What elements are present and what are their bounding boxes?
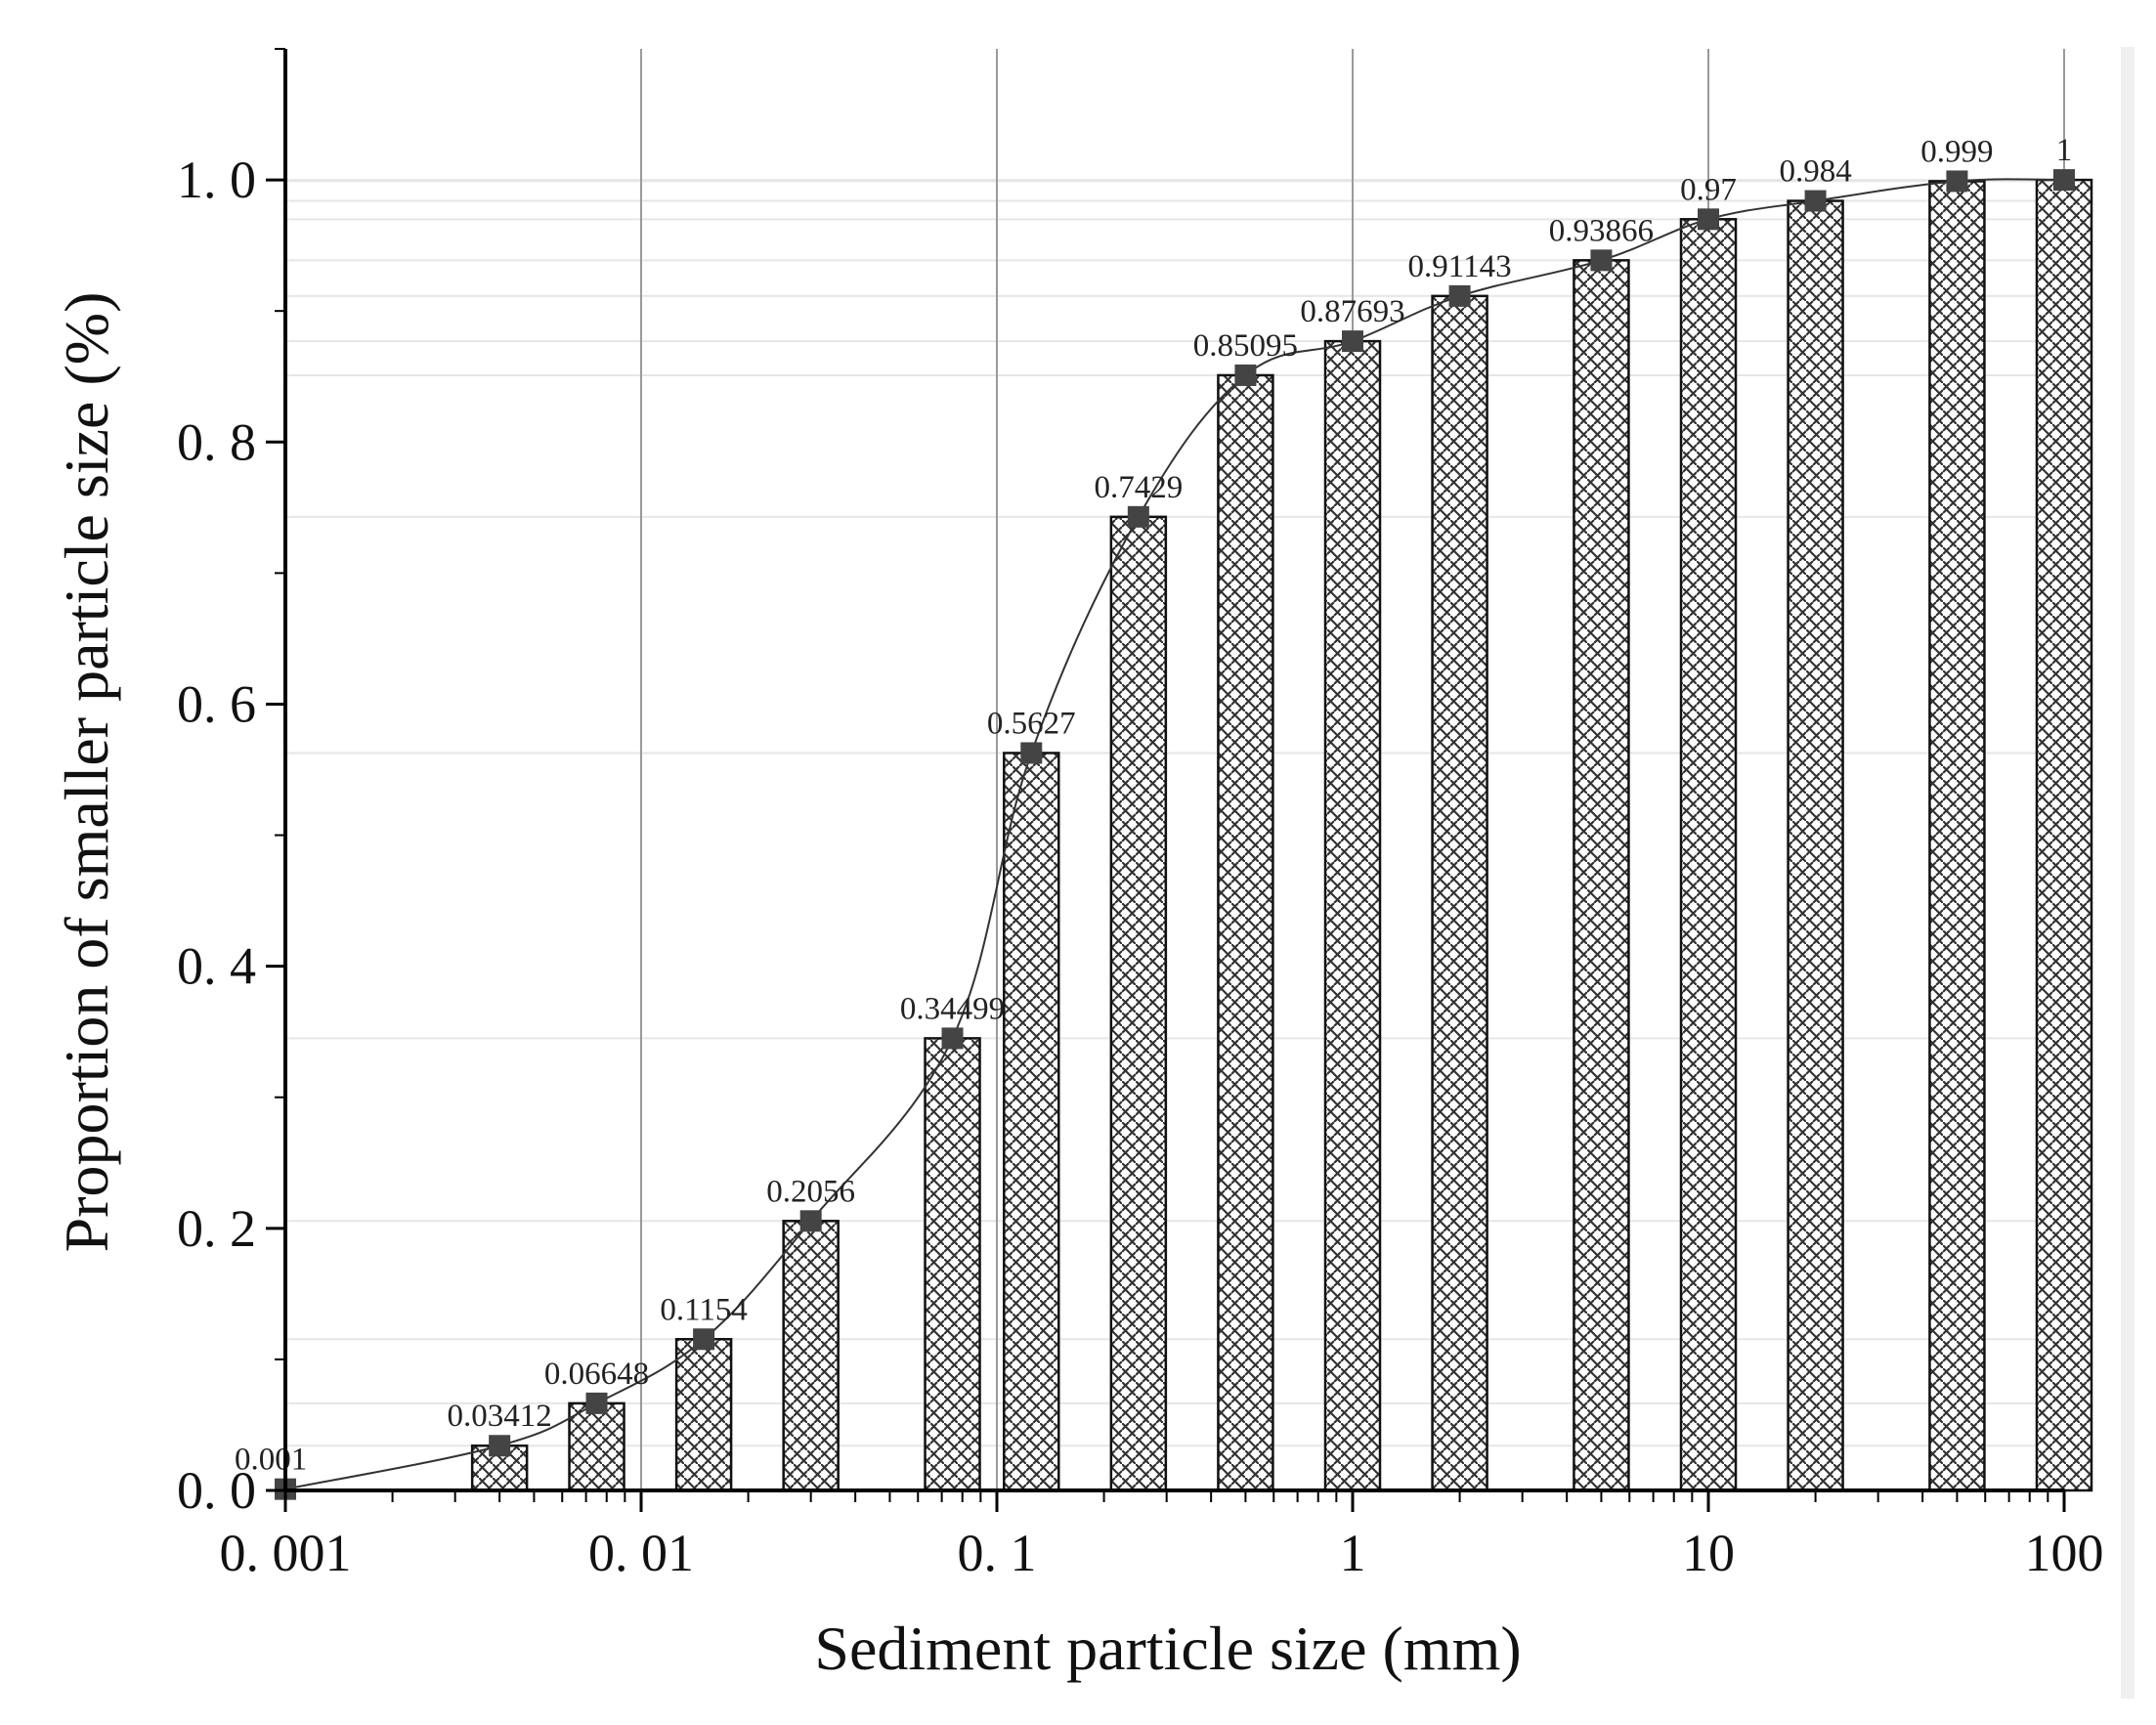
data-label: 0.91143 [1408,249,1512,284]
data-point-marker [1448,284,1471,307]
y-tick-label: 0. 6 [177,674,256,733]
x-axis-title: Sediment particle size (mm) [814,1614,1521,1683]
data-label: 0.06648 [544,1357,649,1392]
data-label: 0.87693 [1300,294,1404,329]
x-tick-label: 1 [1340,1524,1366,1582]
data-point-marker [489,1435,511,1457]
tick-labels-layer: 0. 0 0. 2 0. 4 0. 6 0. 8 1. 0 0. 001 0. 01 0. 1 1… [177,151,2104,1582]
data-label: 0.97 [1680,172,1737,207]
data-label: 0.999 [1920,134,1993,169]
y-tick-label: 1. 0 [177,151,256,209]
data-label: 0.5627 [987,706,1076,741]
y-tick-label: 0. 4 [177,937,256,996]
y-tick-label: 0. 2 [177,1199,256,1258]
y-axis-title: Proportion of smaller particle size (%) [52,292,121,1253]
data-label: 1 [2056,133,2073,168]
data-label: 0.2056 [766,1174,855,1209]
bar [2035,178,2093,1492]
curve-layer [284,178,2065,1490]
bar [924,1037,981,1492]
data-point-marker [1698,208,1719,231]
x-tick-label: 0. 001 [220,1524,352,1582]
y-tick-label: 0. 0 [177,1461,256,1520]
bar [1003,752,1060,1492]
x-tick-label: 100 [2025,1524,2104,1582]
axes-layer [266,48,2066,1512]
bar [1431,294,1488,1492]
bar [674,1338,733,1492]
x-tick-label: 0. 1 [958,1524,1037,1582]
data-point-marker [2053,169,2075,192]
bar [1679,218,1738,1492]
data-point-marker [693,1328,715,1351]
data-label: 0.1154 [660,1292,748,1327]
data-point-marker [1020,742,1043,764]
data-point-marker [1946,170,1968,193]
x-tick-label: 0. 01 [588,1524,694,1582]
fitted-curve-line [284,178,2065,1490]
bar [1928,180,1986,1492]
data-label: 0.03412 [448,1399,552,1434]
bar [568,1402,625,1492]
right-border-strip [2121,47,2134,1699]
bar [1217,373,1274,1492]
data-point-marker [799,1210,822,1232]
data-point-marker [941,1027,964,1050]
y-tick-label: 0. 8 [177,412,256,471]
data-label: 0.93866 [1549,213,1654,248]
bar [782,1220,840,1492]
markers-layer [275,169,2075,1500]
data-point-marker [585,1392,608,1414]
bar [1323,339,1382,1492]
data-label: 0.34499 [900,991,1005,1026]
data-point-marker [1127,505,1149,528]
data-label: 0.984 [1779,154,1851,190]
data-point-marker [1234,364,1257,386]
data-label: 0.7429 [1094,470,1183,505]
x-tick-label: 10 [1682,1524,1735,1582]
data-point-marker [1342,330,1363,353]
data-label: 0.85095 [1193,328,1298,364]
bar [1573,259,1630,1492]
data-labels-layer: 0.001 0.03412 0.06648 0.1154 0.2056 0.34499 0.… [235,133,2072,1478]
data-label: 0.001 [235,1443,307,1478]
bar [1787,199,1844,1492]
data-point-marker [1590,249,1613,272]
bar [1109,515,1168,1492]
data-point-marker [1804,190,1827,212]
